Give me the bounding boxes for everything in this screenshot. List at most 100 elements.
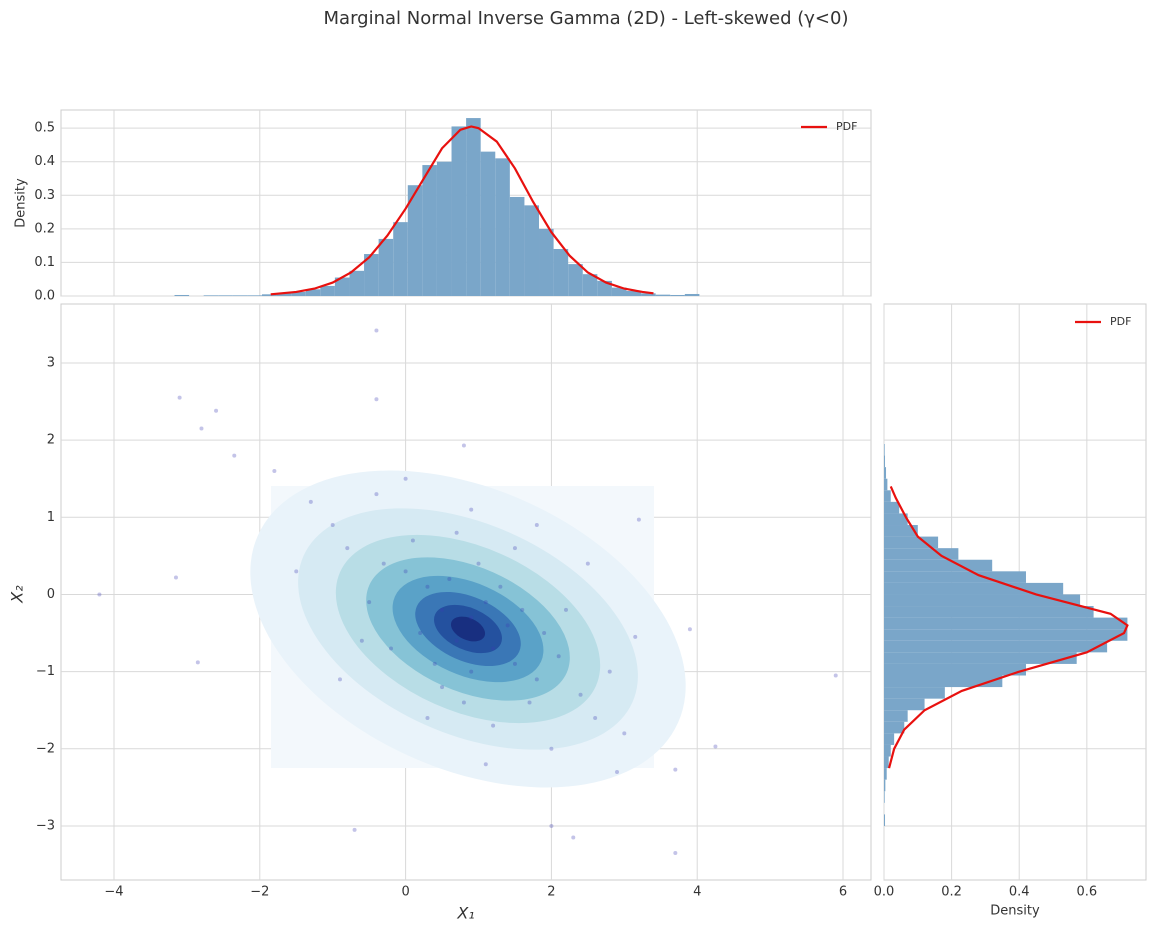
scatter-point [447, 577, 452, 582]
scatter-point [337, 677, 342, 682]
histogram-bar [884, 490, 891, 502]
scatter-point [308, 499, 313, 504]
scatter-point [498, 584, 503, 589]
density-contours [250, 470, 686, 788]
x-tick-label: 6 [839, 885, 847, 900]
scatter-point [461, 700, 466, 705]
scatter-point [410, 538, 415, 543]
x-tick-label: 0 [401, 885, 409, 900]
scatter-point [578, 692, 583, 697]
histogram-bar [884, 756, 889, 769]
scatter-point [432, 661, 437, 666]
histogram-bar [884, 698, 925, 711]
scatter-point [403, 569, 408, 574]
histogram-bar [884, 443, 885, 456]
scatter-point [173, 575, 178, 580]
histogram-bar [884, 478, 888, 491]
scatter-point [534, 523, 539, 528]
y-tick-label: 0.3 [34, 188, 55, 203]
scatter-point [585, 561, 590, 566]
scatter-point [673, 850, 678, 855]
histogram-bar [480, 151, 496, 296]
y-tick-label: 0.0 [34, 289, 55, 304]
y-tick-label: 0 [47, 587, 55, 602]
scatter-point [571, 835, 576, 840]
histogram-bar [495, 158, 510, 296]
y-tick-label: 0.5 [34, 121, 55, 136]
histogram-bar [670, 294, 685, 296]
scatter-point [381, 561, 386, 566]
scatter-point [527, 700, 532, 705]
legend-label: PDF [836, 120, 857, 133]
histogram-bar [203, 295, 219, 296]
scatter-point [425, 584, 430, 589]
x-axis-label: X₁ [456, 904, 474, 923]
histogram-bar [291, 291, 306, 296]
histogram-bar [884, 548, 959, 560]
scatter-point [454, 638, 459, 643]
scatter-point [345, 546, 350, 551]
histogram-bar [320, 285, 335, 296]
main-layer: −4 −2 0 2 4 6 −3 −2 −1 0 1 2 3 X₁ X₂ [8, 328, 847, 923]
scatter-point [294, 569, 299, 574]
histogram-bar [539, 228, 554, 296]
histogram-bar [378, 238, 394, 296]
y-tick-label: 0.4 [34, 154, 55, 169]
scatter-point [713, 744, 718, 749]
scatter-point [389, 646, 394, 651]
histogram-bar [884, 675, 1003, 688]
histogram-bar [884, 652, 1077, 664]
histogram-bar [626, 290, 642, 296]
x-tick-label: 0.4 [1009, 885, 1030, 900]
histogram-bar [641, 293, 656, 296]
y-tick-label: 2 [47, 433, 55, 448]
histogram-bar [451, 126, 467, 296]
scatter-point [359, 638, 364, 643]
pdf-line [270, 125, 654, 296]
histogram-bar [553, 248, 569, 296]
right-layer: 0.0 0.2 0.4 0.6 Density PDF [874, 304, 1146, 919]
histogram-bar [884, 629, 1128, 641]
scatter-point [520, 607, 525, 612]
scatter-point [330, 523, 335, 528]
histogram-bar [884, 710, 908, 722]
histogram-bar [436, 161, 452, 296]
histogram-bar [466, 118, 481, 296]
x-tick-label: 2 [547, 885, 555, 900]
histogram-bar [509, 196, 525, 296]
scatter-point [542, 631, 547, 636]
histogram-bar [334, 277, 350, 296]
y-tick-label: −2 [36, 741, 55, 756]
histogram-bar [884, 791, 885, 803]
histogram-bar [884, 606, 1094, 618]
scatter-point [374, 328, 379, 333]
scatter-point [476, 561, 481, 566]
histogram-bar [524, 205, 540, 296]
contour-stack [250, 470, 686, 788]
histogram-bar [884, 640, 1108, 653]
scatter-point [374, 492, 379, 497]
scatter-point [673, 767, 678, 772]
histogram-bar [884, 501, 900, 514]
scatter-point [214, 408, 219, 413]
scatter-point [593, 715, 598, 720]
histogram-bar [884, 617, 1128, 630]
scatter-point [352, 827, 357, 832]
scatter-point [469, 507, 474, 512]
histogram-bar [364, 254, 379, 296]
histogram-bar [247, 295, 262, 296]
scatter-point [272, 468, 277, 473]
scatter-point [440, 685, 445, 690]
y-tick-label: 0.1 [34, 255, 55, 270]
histogram-bar [884, 536, 939, 549]
x-tick-label: −2 [250, 885, 269, 900]
scatter-point [622, 731, 627, 736]
histogram-bar [597, 280, 612, 296]
histogram-bar [884, 582, 1064, 595]
histogram-bar [884, 559, 993, 572]
histogram-bar [884, 513, 908, 526]
scatter-point [199, 426, 204, 431]
main-grid [61, 304, 871, 880]
scatter-point [633, 634, 638, 639]
